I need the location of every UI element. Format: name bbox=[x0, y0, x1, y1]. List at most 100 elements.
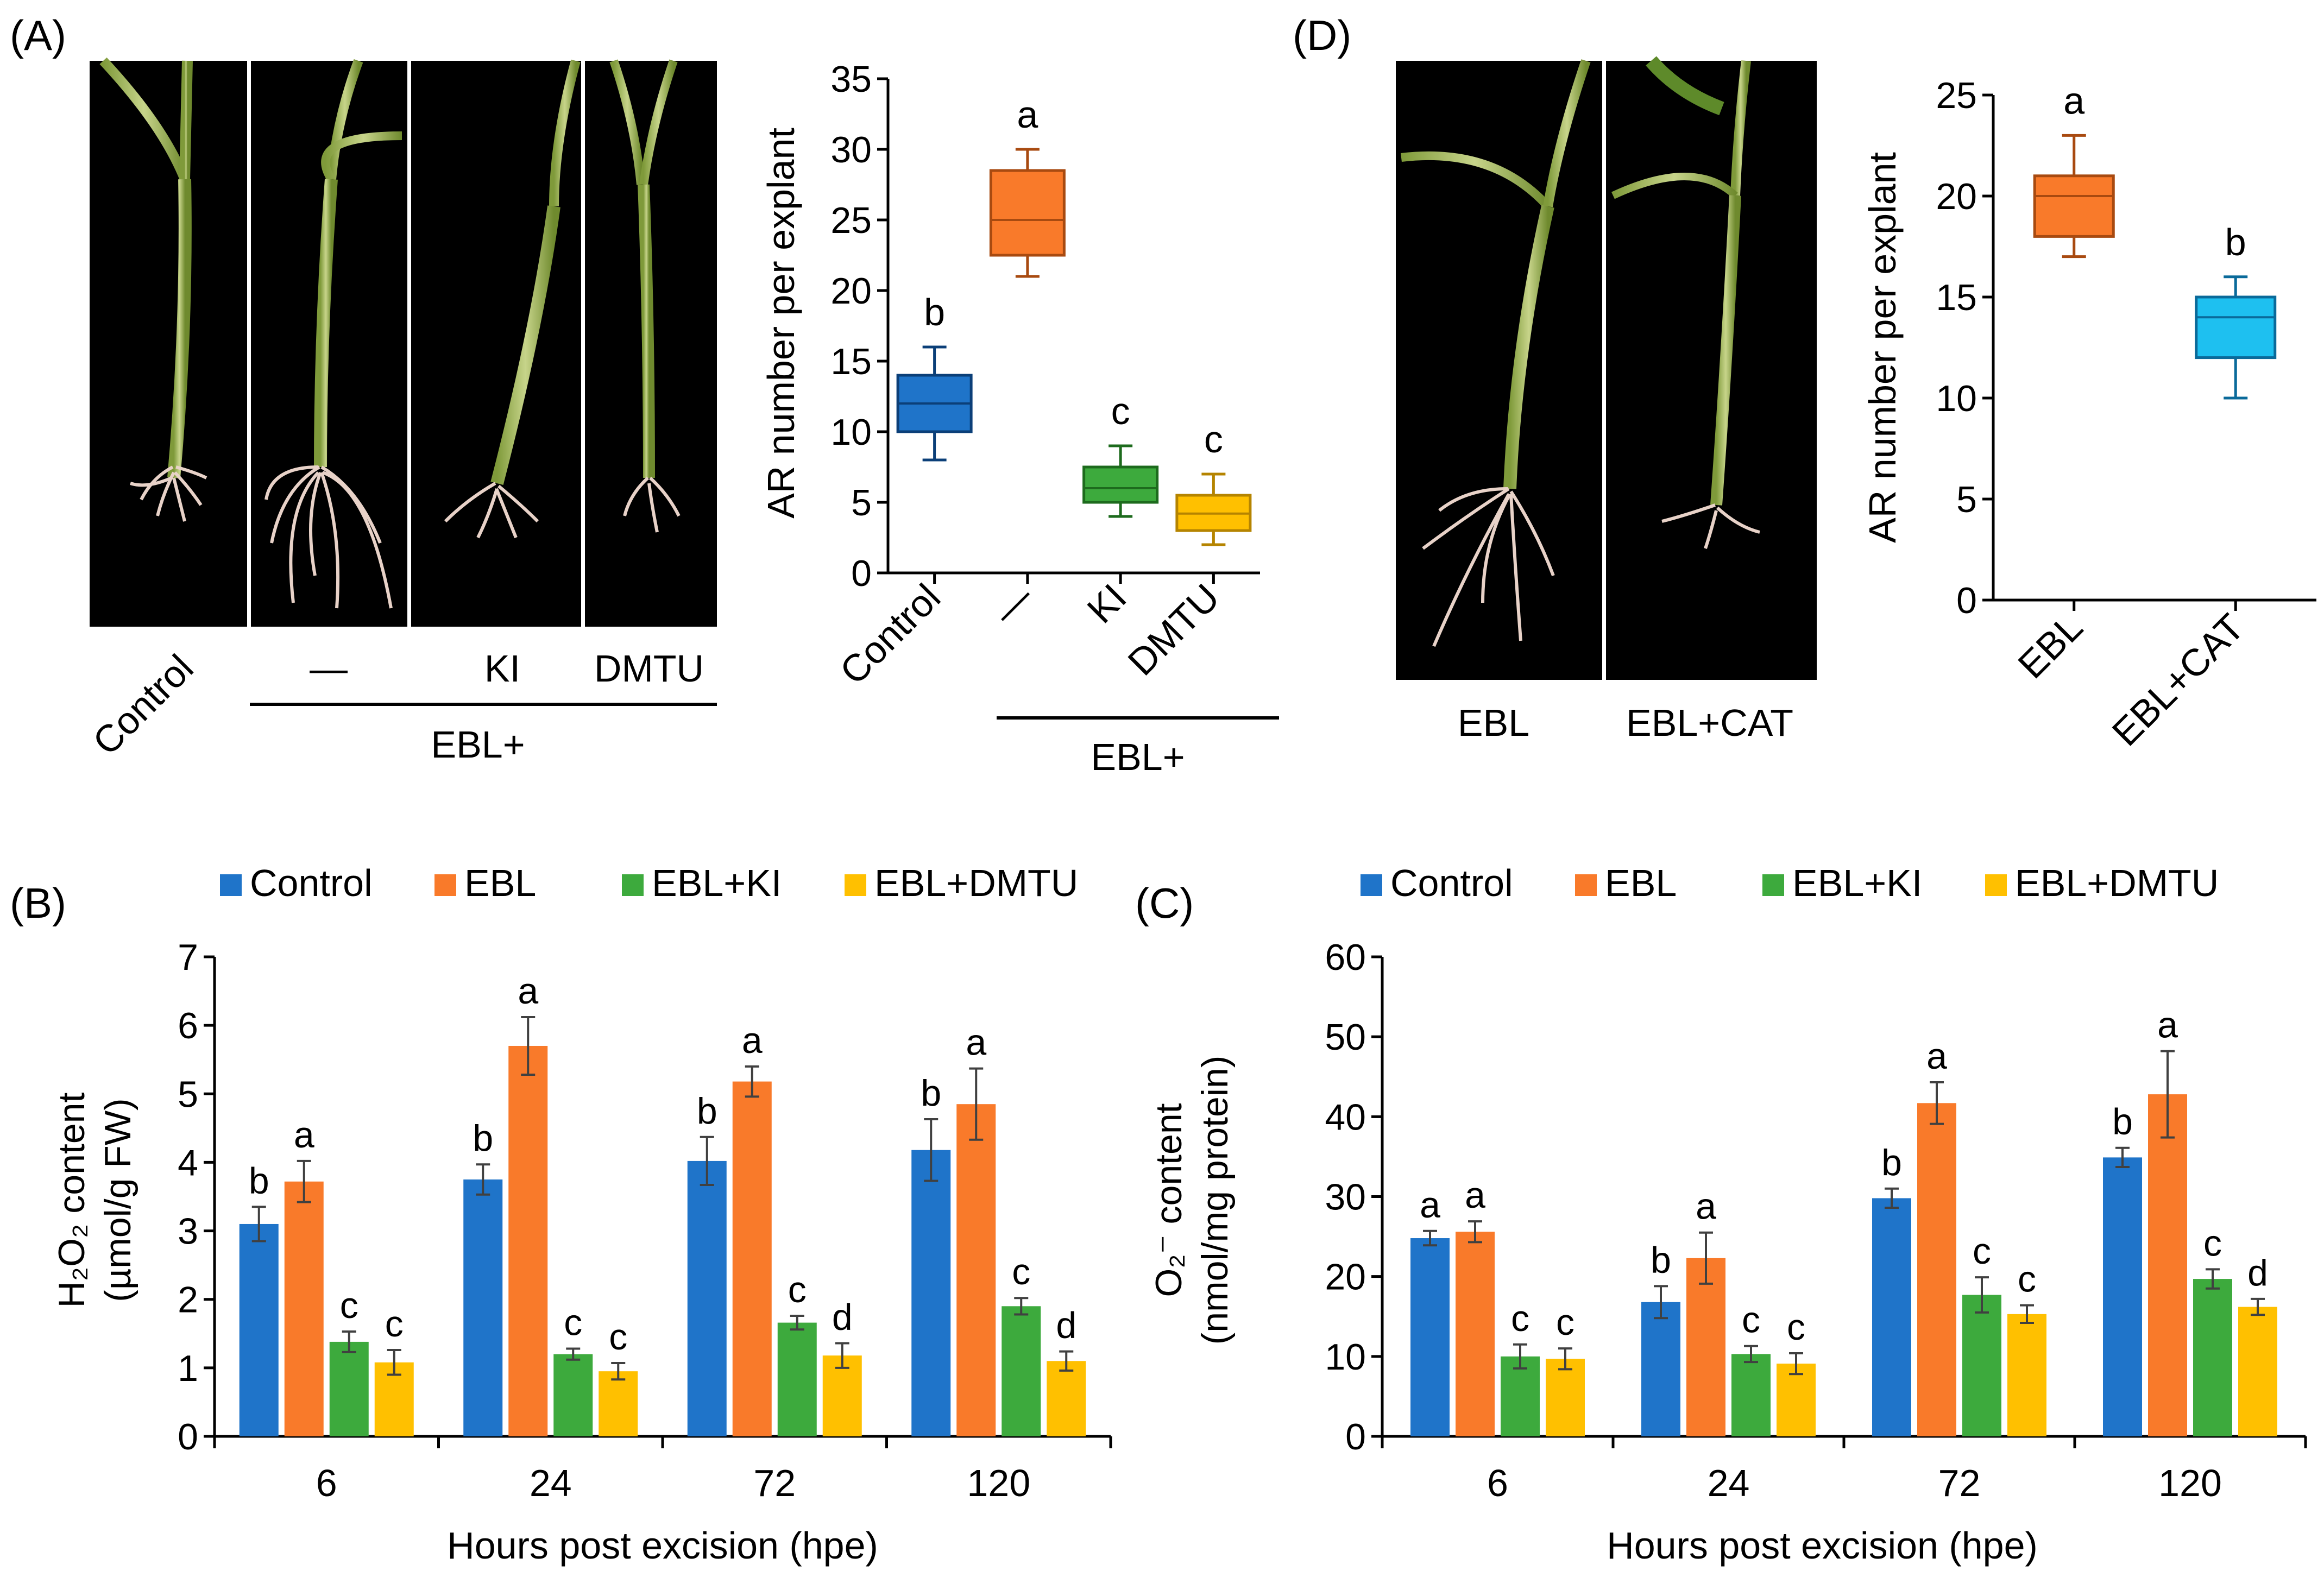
y-tick-label: 30 bbox=[1325, 1177, 1366, 1218]
photo-panel-a: Control — KI DMTU EBL+ bbox=[85, 57, 717, 766]
x-tick-label: 6 bbox=[1487, 1462, 1508, 1504]
x-tick-label: 24 bbox=[530, 1462, 572, 1504]
bar bbox=[329, 1341, 369, 1436]
bar bbox=[1047, 1361, 1086, 1436]
significance-letter: c bbox=[1973, 1231, 1991, 1272]
significance-letter: a bbox=[1465, 1175, 1485, 1216]
significance-letter: a bbox=[1696, 1186, 1716, 1227]
bar-b-ylabel-line2: (µmol/g FW) bbox=[97, 1098, 138, 1302]
y-tick-label: 0 bbox=[1956, 580, 1977, 621]
significance-letter: c bbox=[1742, 1300, 1760, 1341]
legend-label: Control bbox=[1390, 862, 1513, 904]
bar bbox=[1686, 1258, 1725, 1436]
y-tick-label: 15 bbox=[830, 341, 872, 382]
bar bbox=[1872, 1198, 1911, 1436]
box-plot-d: AR number per explant 0 5 10 15 20 25 EBL EBL+C… bbox=[1861, 75, 2316, 754]
significance-letter: c bbox=[1556, 1302, 1574, 1343]
bar bbox=[2007, 1314, 2046, 1436]
bar bbox=[1501, 1356, 1540, 1436]
x-tick-label: 6 bbox=[316, 1462, 337, 1504]
y-tick-label: 10 bbox=[830, 412, 872, 453]
legend-label: EBL+KI bbox=[1792, 862, 1922, 904]
y-tick-label: 15 bbox=[1936, 277, 1977, 318]
y-tick-label: 0 bbox=[851, 553, 872, 594]
legend-c: Control EBL EBL+KI EBL+DMTU bbox=[1361, 862, 2219, 904]
y-tick-label: 20 bbox=[830, 270, 872, 312]
bar bbox=[1917, 1103, 1956, 1436]
y-tick-label: 30 bbox=[830, 129, 872, 171]
bar-b-xlabel: Hours post excision (hpe) bbox=[447, 1524, 878, 1567]
significance-letter: b bbox=[921, 1073, 941, 1114]
box-plot-a: AR number per explant 0 5 10 15 20 25 30 35 Cont… bbox=[760, 59, 1279, 778]
photo-a-group-label: EBL+ bbox=[431, 723, 525, 766]
significance-letter: c bbox=[340, 1285, 358, 1326]
photo-a-label-ebl: — bbox=[310, 647, 348, 690]
significance-letter: d bbox=[832, 1296, 853, 1338]
y-tick-label: 0 bbox=[1345, 1416, 1366, 1458]
legend-swatch bbox=[622, 874, 644, 896]
y-tick-label: 35 bbox=[830, 59, 872, 100]
significance-letter: c bbox=[1787, 1307, 1805, 1348]
legend-swatch bbox=[1361, 874, 1382, 896]
bar bbox=[687, 1160, 727, 1436]
y-tick-label: 50 bbox=[1325, 1017, 1366, 1058]
significance-letter: c bbox=[1204, 418, 1223, 461]
bar bbox=[284, 1181, 324, 1436]
significance-letter: c bbox=[788, 1269, 807, 1310]
significance-letter: c bbox=[2203, 1222, 2222, 1264]
panel-label-a: (A) bbox=[10, 11, 66, 59]
bar bbox=[777, 1322, 817, 1436]
photo-a-divider bbox=[581, 61, 585, 627]
y-tick-label: 25 bbox=[830, 200, 872, 241]
legend-b: Control EBL EBL+KI EBL+DMTU bbox=[220, 862, 1078, 904]
legend-swatch bbox=[845, 874, 866, 896]
plant-d-cat-illustration bbox=[1611, 56, 1760, 549]
photo-a-label-dmtu: DMTU bbox=[594, 647, 704, 690]
y-tick-label: 5 bbox=[851, 482, 872, 523]
significance-letter: a bbox=[2063, 79, 2084, 122]
bar bbox=[1546, 1359, 1585, 1436]
bar bbox=[239, 1223, 279, 1436]
x-tick-label: Control bbox=[832, 576, 949, 692]
significance-letter: c bbox=[2018, 1259, 2036, 1300]
significance-letter: c bbox=[1111, 390, 1130, 432]
bar bbox=[1962, 1295, 2001, 1436]
significance-letter: b bbox=[924, 291, 945, 333]
bar bbox=[2103, 1157, 2142, 1436]
plant-dmtu-illustration bbox=[609, 59, 681, 533]
significance-letter: a bbox=[966, 1022, 986, 1063]
bar bbox=[1777, 1364, 1816, 1436]
bar bbox=[1731, 1354, 1771, 1436]
legend-label: Control bbox=[250, 862, 373, 904]
bar bbox=[1410, 1238, 1450, 1436]
x-tick-label: — bbox=[985, 576, 1042, 633]
significance-letter: c bbox=[609, 1316, 627, 1358]
bar bbox=[599, 1371, 638, 1436]
x-tick-label: 120 bbox=[967, 1462, 1030, 1504]
box-a-ylabel: AR number per explant bbox=[760, 128, 802, 519]
bar bbox=[732, 1081, 772, 1436]
photo-d-label-ebl: EBL bbox=[1458, 702, 1529, 744]
significance-letter: a bbox=[1926, 1036, 1947, 1077]
legend-label: EBL+DMTU bbox=[874, 862, 1078, 904]
box-body bbox=[2195, 295, 2277, 359]
box-d-marks: 0 5 10 15 20 25 EBL EBL+CAT a b bbox=[1936, 75, 2316, 754]
box-body bbox=[1082, 465, 1159, 504]
significance-letter: a bbox=[1420, 1184, 1440, 1226]
significance-letter: b bbox=[2112, 1101, 2133, 1143]
bar-c-ylabel-line1: O₂⁻ content bbox=[1148, 1103, 1189, 1297]
legend-label: EBL+DMTU bbox=[2015, 862, 2219, 904]
bar bbox=[2148, 1094, 2187, 1436]
significance-letter: a bbox=[2157, 1005, 2178, 1046]
significance-letter: a bbox=[294, 1114, 314, 1156]
significance-letter: c bbox=[1511, 1298, 1529, 1339]
significance-letter: b bbox=[2225, 221, 2246, 263]
x-tick-label: 24 bbox=[1708, 1462, 1750, 1504]
significance-letter: c bbox=[1012, 1251, 1030, 1292]
photo-d-divider bbox=[1602, 61, 1606, 680]
photo-panel-d: EBL EBL+CAT bbox=[1396, 56, 1817, 744]
bar bbox=[553, 1354, 593, 1436]
significance-letter: d bbox=[1056, 1305, 1076, 1346]
bar-c-ylabel-line2: (nmol/mg protein) bbox=[1194, 1056, 1236, 1345]
